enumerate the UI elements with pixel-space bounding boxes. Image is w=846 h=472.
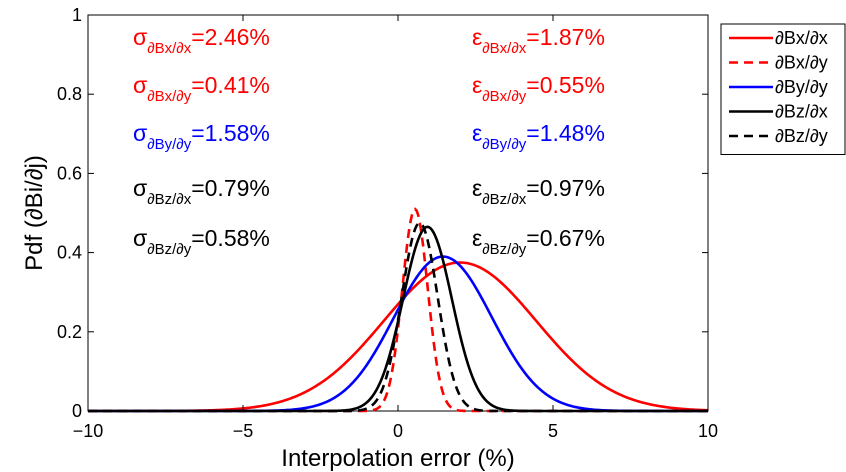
- legend-label: ∂Bz/∂y: [775, 126, 828, 146]
- series-line-5: [88, 221, 708, 413]
- legend-box: [720, 23, 846, 155]
- legend: ∂Bx/∂x ∂Bx/∂y ∂By/∂y ∂Bz/∂x ∂Bz/∂y: [720, 23, 846, 155]
- x-tick-label: −5: [233, 421, 254, 441]
- ticks-layer: −10 −5 0 5 10 0 0.2 0.4 0.6 0.8 1: [57, 5, 718, 441]
- annotation-epsilon: ε∂Bz/∂y=0.67%: [472, 225, 605, 258]
- y-tick-label: 0.2: [57, 322, 82, 342]
- x-tick-label: 10: [698, 421, 718, 441]
- x-tick-label: −10: [73, 421, 104, 441]
- annotation-epsilon: ε∂By/∂y=1.48%: [472, 120, 605, 153]
- legend-label: ∂Bz/∂x: [775, 102, 828, 122]
- annotation-sigma: σ∂Bz/∂x=0.79%: [133, 175, 270, 208]
- y-tick-label: 1: [72, 5, 82, 25]
- legend-label: ∂Bx/∂x: [775, 28, 828, 48]
- legend-label: ∂Bx/∂y: [775, 53, 828, 73]
- annotation-sigma: σ∂Bx/∂y=0.41%: [133, 72, 270, 105]
- annotation-sigma: σ∂Bx/∂x=2.46%: [133, 24, 270, 57]
- x-tick-label: 5: [548, 421, 558, 441]
- plot-frame: [87, 14, 709, 412]
- y-tick-label: 0.4: [57, 243, 82, 263]
- series-line-4: [88, 225, 708, 413]
- x-axis-label: Interpolation error (%): [281, 445, 514, 472]
- series-layer: [88, 207, 709, 413]
- y-tick-label: 0.6: [57, 163, 82, 183]
- annotation-epsilon: ε∂Bx/∂y=0.55%: [472, 72, 605, 105]
- annotation-epsilon: ε∂Bx/∂x=1.87%: [472, 24, 605, 57]
- annotation-layer: σ∂Bx/∂x=2.46% σ∂Bx/∂y=0.41% σ∂By/∂y=1.58% σ…: [133, 24, 605, 258]
- annotation-epsilon: ε∂Bz/∂x=0.97%: [472, 175, 605, 208]
- y-tick-label: 0.8: [57, 84, 82, 104]
- x-tick-label: 0: [393, 421, 403, 441]
- y-axis-label: Pdf (∂Bi/∂j): [21, 155, 48, 271]
- annotation-sigma: σ∂Bz/∂y=0.58%: [133, 225, 270, 258]
- legend-label: ∂By/∂y: [775, 77, 828, 97]
- y-tick-label: 0: [72, 401, 82, 421]
- annotation-sigma: σ∂By/∂y=1.58%: [133, 120, 270, 153]
